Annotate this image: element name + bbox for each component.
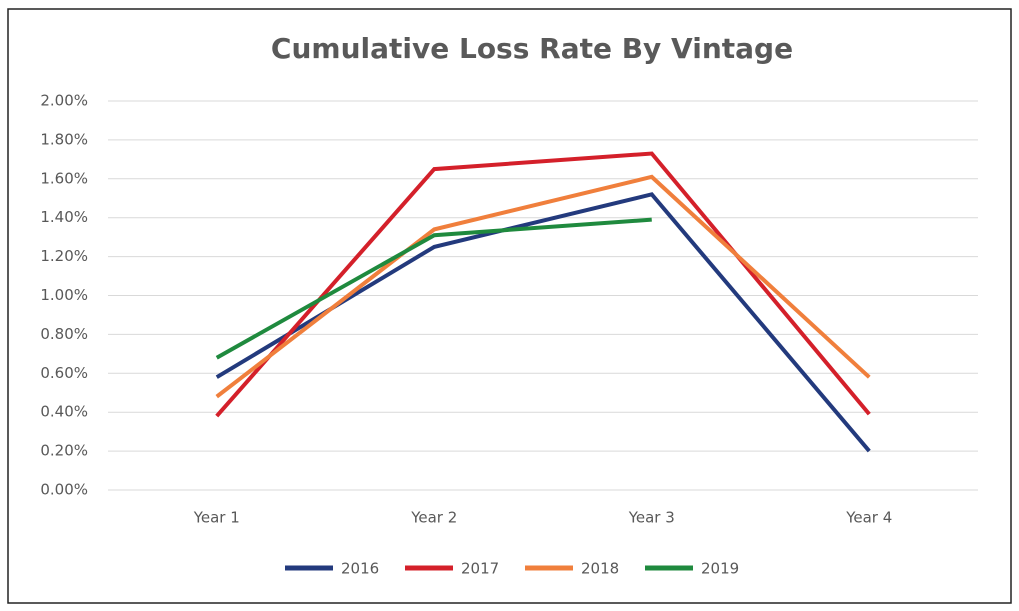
legend-label: 2016: [341, 560, 379, 578]
series-line: [215, 174, 871, 399]
x-tick-label: Year 2: [410, 509, 457, 527]
y-tick-label: 0.40%: [40, 403, 88, 421]
y-tick-label: 1.00%: [40, 286, 88, 304]
y-tick-label: 0.20%: [40, 442, 88, 460]
y-tick-label: 0.80%: [40, 325, 88, 343]
legend-label: 2018: [581, 560, 619, 578]
y-tick-label: 1.40%: [40, 208, 88, 226]
chart-title: Cumulative Loss Rate By Vintage: [271, 32, 793, 65]
x-tick-label: Year 3: [628, 509, 675, 527]
y-tick-label: 0.60%: [40, 364, 88, 382]
x-tick-label: Year 4: [845, 509, 892, 527]
y-tick-label: 1.60%: [40, 169, 88, 187]
x-tick-label: Year 1: [193, 509, 240, 527]
series-line: [215, 151, 871, 418]
series-line: [215, 217, 652, 360]
y-tick-label: 1.80%: [40, 130, 88, 148]
legend-label: 2017: [461, 560, 499, 578]
legend-label: 2019: [701, 560, 739, 578]
y-tick-label: 1.20%: [40, 247, 88, 265]
y-tick-label: 2.00%: [40, 92, 88, 110]
y-tick-label: 0.00%: [40, 481, 88, 499]
frame: [7, 8, 1012, 604]
